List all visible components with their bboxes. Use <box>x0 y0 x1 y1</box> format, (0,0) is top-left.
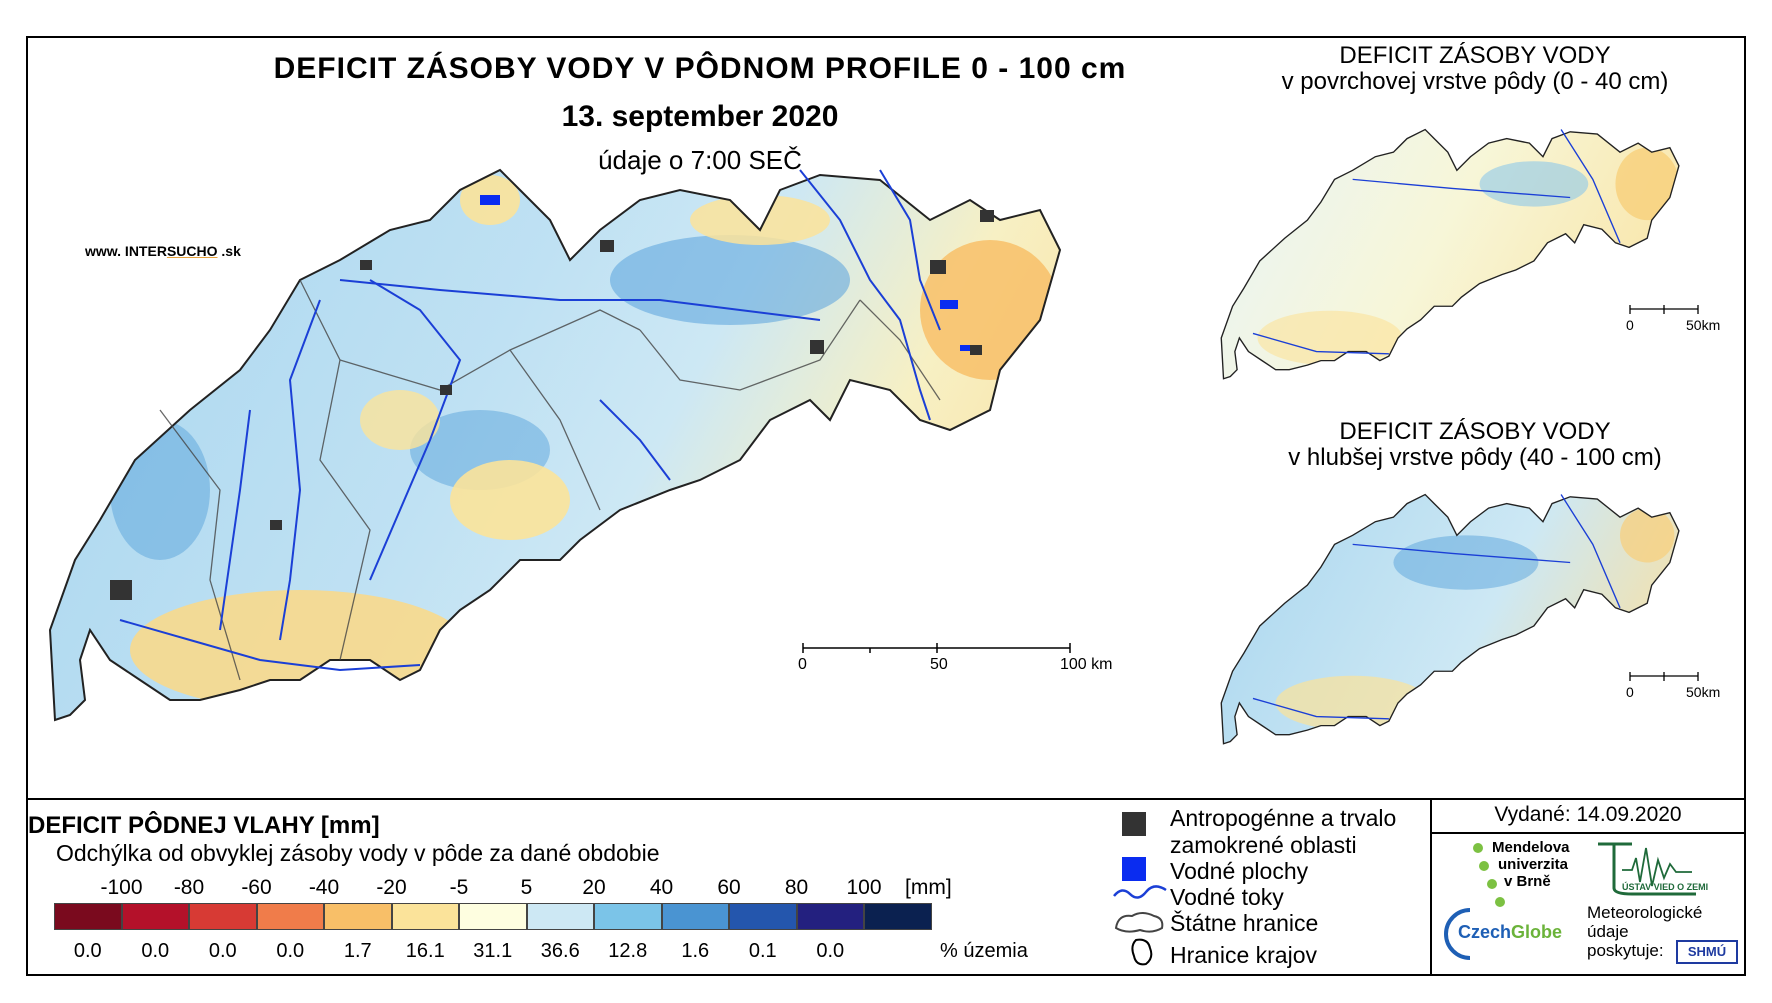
meteo-provider-text-2: údaje <box>1587 922 1629 941</box>
legend-threshold: 80 <box>784 876 809 899</box>
rivers-label: Vodné toky <box>1170 884 1284 910</box>
website-label: www. INTERSUCHO .sk <box>85 243 241 259</box>
inset-bottom-title-1: DEFICIT ZÁSOBY VODY <box>1339 418 1611 445</box>
czechglobe-logo-text-a: Czech <box>1458 922 1512 942</box>
water-body-symbol <box>1122 857 1146 881</box>
legend-percentage: 1.7 <box>343 940 372 962</box>
map-frame <box>26 36 1746 976</box>
website-suffix: .sk <box>217 243 241 259</box>
main-scale-50: 50 <box>930 656 948 673</box>
legend-percentage: 0.0 <box>141 940 170 962</box>
legend-title: DEFICIT PÔDNEJ VLAHY [mm] <box>28 812 380 839</box>
legend-percentage: 12.8 <box>608 940 648 962</box>
legend-swatch <box>864 903 932 930</box>
inset-top-scale <box>1629 305 1699 314</box>
main-scale-100: 100 km <box>1060 656 1113 673</box>
main-map-title: DEFICIT ZÁSOBY VODY V PÔDNOM PROFILE 0 -… <box>273 52 1127 85</box>
shmu-logo: SHMÚ <box>1676 940 1738 964</box>
legend-swatch <box>324 903 392 930</box>
regional-border-label: Hranice krajov <box>1170 942 1317 968</box>
legend-percentage: 0.1 <box>748 940 777 962</box>
czechglobe-logo-text: CzechGlobe <box>1458 922 1562 943</box>
legend-threshold: -40 <box>308 876 340 899</box>
legend-panel <box>26 798 1746 978</box>
inset-top-map <box>1220 128 1680 380</box>
legend-threshold: -100 <box>100 876 143 899</box>
issued-panel-divider <box>1430 798 1432 976</box>
state-border-symbol <box>1114 912 1164 933</box>
river-symbol <box>1113 885 1167 899</box>
website-brand: SUCHO <box>166 243 218 259</box>
state-border-label: Štátne hranice <box>1170 910 1319 936</box>
legend-swatch <box>526 903 594 930</box>
ustav-logo-text: ÚSTAV VIED O ZEMI <box>1622 882 1709 892</box>
inset-bottom-scale-50: 50km <box>1686 684 1721 700</box>
main-scale-0: 0 <box>798 656 807 673</box>
inset-top-scale-50: 50km <box>1686 317 1721 333</box>
legend-threshold: -20 <box>376 876 407 899</box>
inset-top-title-2: v povrchovej vrstve pôdy (0 - 40 cm) <box>1281 68 1669 95</box>
water-bodies-label: Vodné plochy <box>1170 858 1309 884</box>
legend-swatch <box>729 903 797 930</box>
mendel-logo-text-2: univerzita <box>1498 856 1569 873</box>
legend-threshold: 5 <box>520 876 533 899</box>
legend-threshold: 100 <box>846 876 882 899</box>
legend-unit: [mm] <box>905 876 952 899</box>
issued-date: Vydané: 14.09.2020 <box>1494 803 1682 826</box>
legend-swatch <box>121 903 189 930</box>
anthropogenic-label-1: Antropogénne a trvalo <box>1170 805 1397 831</box>
inset-bottom-map <box>1220 493 1680 745</box>
inset-bottom-scale-0: 0 <box>1626 684 1634 700</box>
legend-threshold: -60 <box>241 876 272 899</box>
czechglobe-logo-arc <box>1444 908 1471 960</box>
legend-percentage: 0.0 <box>208 940 237 962</box>
legend-threshold: -80 <box>173 876 205 899</box>
legend-percentage: 0.0 <box>816 940 845 962</box>
legend-swatch <box>796 903 864 930</box>
inset-bottom-scale <box>1629 672 1699 681</box>
legend-percentage: 1.6 <box>681 940 710 962</box>
legend-percentage: 36.6 <box>540 940 580 962</box>
main-map-date: 13. september 2020 <box>561 100 839 133</box>
ustav-logo <box>1598 842 1696 896</box>
legend-swatch <box>54 903 122 930</box>
legend-swatch <box>256 903 324 930</box>
issued-panel-rule <box>1430 832 1746 834</box>
legend-percentage: 0.0 <box>276 940 305 962</box>
inset-top-scale-0: 0 <box>1626 317 1634 333</box>
legend-subtitle: Odchýlka od obvyklej zásoby vody v pôde … <box>56 840 660 866</box>
main-map-time: údaje o 7:00 SEČ <box>598 145 802 175</box>
legend-swatch <box>459 903 527 930</box>
main-map <box>49 169 1061 721</box>
czechglobe-logo-text-b: Globe <box>1511 922 1563 942</box>
legend-percentage: 0.0 <box>73 940 102 962</box>
mendel-logo-text-3: v Brně <box>1504 873 1551 890</box>
legend-percent-label: % územia <box>940 940 1028 962</box>
anthropogenic-area-symbol <box>1122 812 1146 836</box>
mendel-logo-dots <box>1473 843 1505 907</box>
anthropogenic-label-2: zamokrené oblasti <box>1170 832 1357 858</box>
main-scale-bar <box>802 643 1071 653</box>
legend-threshold: 20 <box>582 876 606 899</box>
legend-percentage: 31.1 <box>473 940 513 962</box>
legend-threshold: -5 <box>449 876 469 899</box>
legend-threshold: 60 <box>717 876 741 899</box>
legend-swatch <box>661 903 729 930</box>
mendel-logo-text-1: Mendelova <box>1492 839 1570 856</box>
legend-threshold: 40 <box>649 876 674 899</box>
legend-swatch <box>594 903 662 930</box>
legend-percentage: 16.1 <box>405 940 445 962</box>
legend-swatch <box>189 903 257 930</box>
inset-bottom-title-2: v hlubšej vrstve pôdy (40 - 100 cm) <box>1288 444 1662 471</box>
website-prefix: www. INTER <box>85 243 167 259</box>
legend-swatch <box>391 903 459 930</box>
meteo-provider-text-3: poskytuje: <box>1587 941 1664 960</box>
regional-border-symbol <box>1131 938 1153 966</box>
meteo-provider-text-1: Meteorologické <box>1587 903 1703 922</box>
inset-top-title-1: DEFICIT ZÁSOBY VODY <box>1339 42 1611 69</box>
